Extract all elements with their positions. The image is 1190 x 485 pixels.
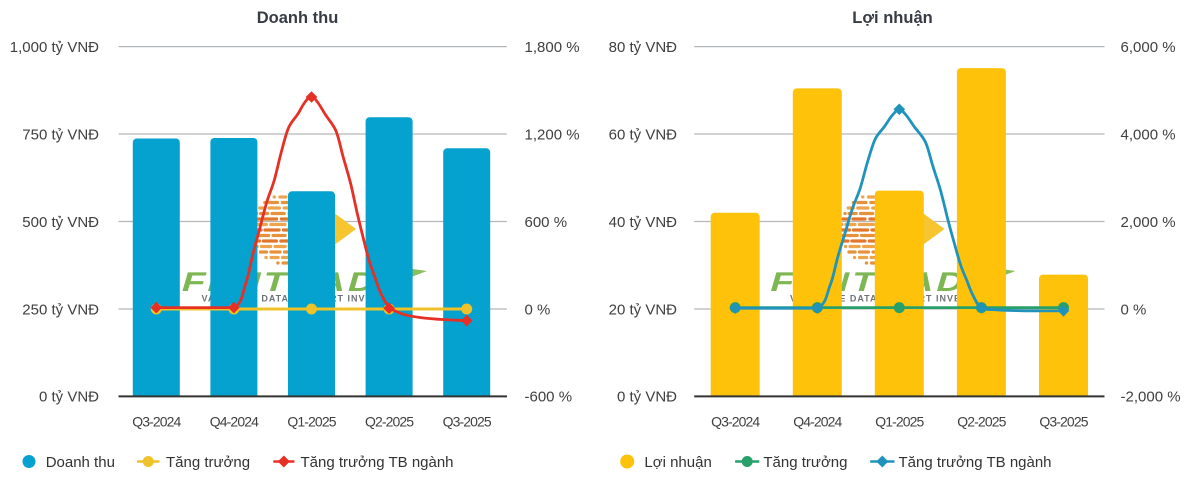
svg-text:Q3-2025: Q3-2025 xyxy=(443,414,492,430)
svg-text:6,000 %: 6,000 % xyxy=(1121,39,1176,56)
svg-text:0 tỷ VNĐ: 0 tỷ VNĐ xyxy=(617,389,677,406)
svg-text:0 %: 0 % xyxy=(525,301,551,318)
svg-text:Lợi nhuận: Lợi nhuận xyxy=(644,454,711,471)
svg-text:Tăng trưởng TB ngành: Tăng trưởng TB ngành xyxy=(899,454,1052,471)
svg-text:Tăng trưởng TB ngành: Tăng trưởng TB ngành xyxy=(301,454,454,471)
svg-text:Q4-2024: Q4-2024 xyxy=(210,414,259,430)
svg-text:0 %: 0 % xyxy=(1121,301,1147,318)
svg-text:Q2-2025: Q2-2025 xyxy=(957,414,1006,430)
svg-text:4,000 %: 4,000 % xyxy=(1121,126,1176,143)
svg-text:80 tỷ VNĐ: 80 tỷ VNĐ xyxy=(609,39,678,56)
svg-text:1,800 %: 1,800 % xyxy=(525,39,580,56)
svg-text:Q3-2024: Q3-2024 xyxy=(132,414,181,430)
svg-text:2,000 %: 2,000 % xyxy=(1121,214,1176,231)
svg-text:Q1-2025: Q1-2025 xyxy=(287,414,336,430)
svg-text:Tăng trưởng: Tăng trưởng xyxy=(763,454,847,471)
svg-text:600 %: 600 % xyxy=(525,214,568,231)
svg-text:Q1-2025: Q1-2025 xyxy=(875,414,924,430)
svg-text:Q3-2025: Q3-2025 xyxy=(1039,414,1088,430)
svg-text:Doanh thu: Doanh thu xyxy=(257,9,339,27)
svg-text:-600 %: -600 % xyxy=(525,389,573,406)
svg-text:500 tỷ VNĐ: 500 tỷ VNĐ xyxy=(22,214,99,231)
svg-text:Lợi nhuận: Lợi nhuận xyxy=(852,9,932,27)
svg-text:Q3-2024: Q3-2024 xyxy=(711,414,760,430)
svg-text:Doanh thu: Doanh thu xyxy=(46,454,115,471)
svg-text:1,200 %: 1,200 % xyxy=(525,126,580,143)
svg-text:Tăng trưởng: Tăng trưởng xyxy=(166,454,250,471)
svg-text:-2,000 %: -2,000 % xyxy=(1121,389,1181,406)
svg-text:Q2-2025: Q2-2025 xyxy=(365,414,414,430)
svg-text:750 tỷ VNĐ: 750 tỷ VNĐ xyxy=(22,126,99,143)
svg-text:250 tỷ VNĐ: 250 tỷ VNĐ xyxy=(22,301,99,318)
svg-text:0 tỷ VNĐ: 0 tỷ VNĐ xyxy=(39,389,99,406)
svg-text:1,000 tỷ VNĐ: 1,000 tỷ VNĐ xyxy=(10,39,99,56)
svg-text:Q4-2024: Q4-2024 xyxy=(793,414,842,430)
svg-text:60 tỷ VNĐ: 60 tỷ VNĐ xyxy=(609,126,678,143)
svg-text:20 tỷ VNĐ: 20 tỷ VNĐ xyxy=(609,301,678,318)
svg-text:40 tỷ VNĐ: 40 tỷ VNĐ xyxy=(609,214,678,231)
